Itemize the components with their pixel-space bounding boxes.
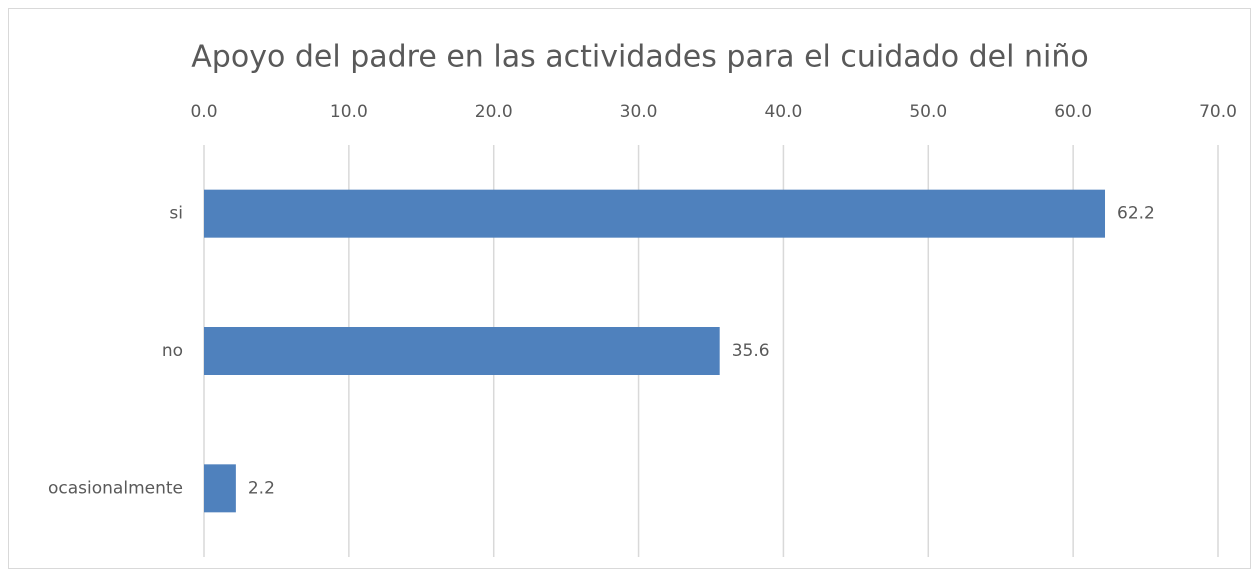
bar [204, 327, 720, 375]
y-tick-label: ocasionalmente [48, 478, 183, 498]
x-tick-label: 10.0 [330, 102, 368, 122]
x-tick-label: 40.0 [764, 102, 802, 122]
x-tick-label: 70.0 [1199, 102, 1237, 122]
chart-title: Apoyo del padre en las actividades para … [191, 40, 1088, 75]
x-tick-label: 20.0 [475, 102, 513, 122]
x-tick-label: 60.0 [1054, 102, 1092, 122]
chart-border [8, 8, 1251, 569]
data-label: 62.2 [1117, 204, 1155, 224]
data-label: 2.2 [248, 478, 275, 498]
data-label: 35.6 [732, 341, 770, 361]
x-tick-label: 50.0 [909, 102, 947, 122]
y-tick-label: si [169, 204, 183, 224]
x-tick-label: 0.0 [190, 102, 217, 122]
x-tick-label: 30.0 [620, 102, 658, 122]
bar [204, 464, 236, 513]
y-tick-label: no [162, 341, 183, 361]
bar [204, 189, 1106, 238]
